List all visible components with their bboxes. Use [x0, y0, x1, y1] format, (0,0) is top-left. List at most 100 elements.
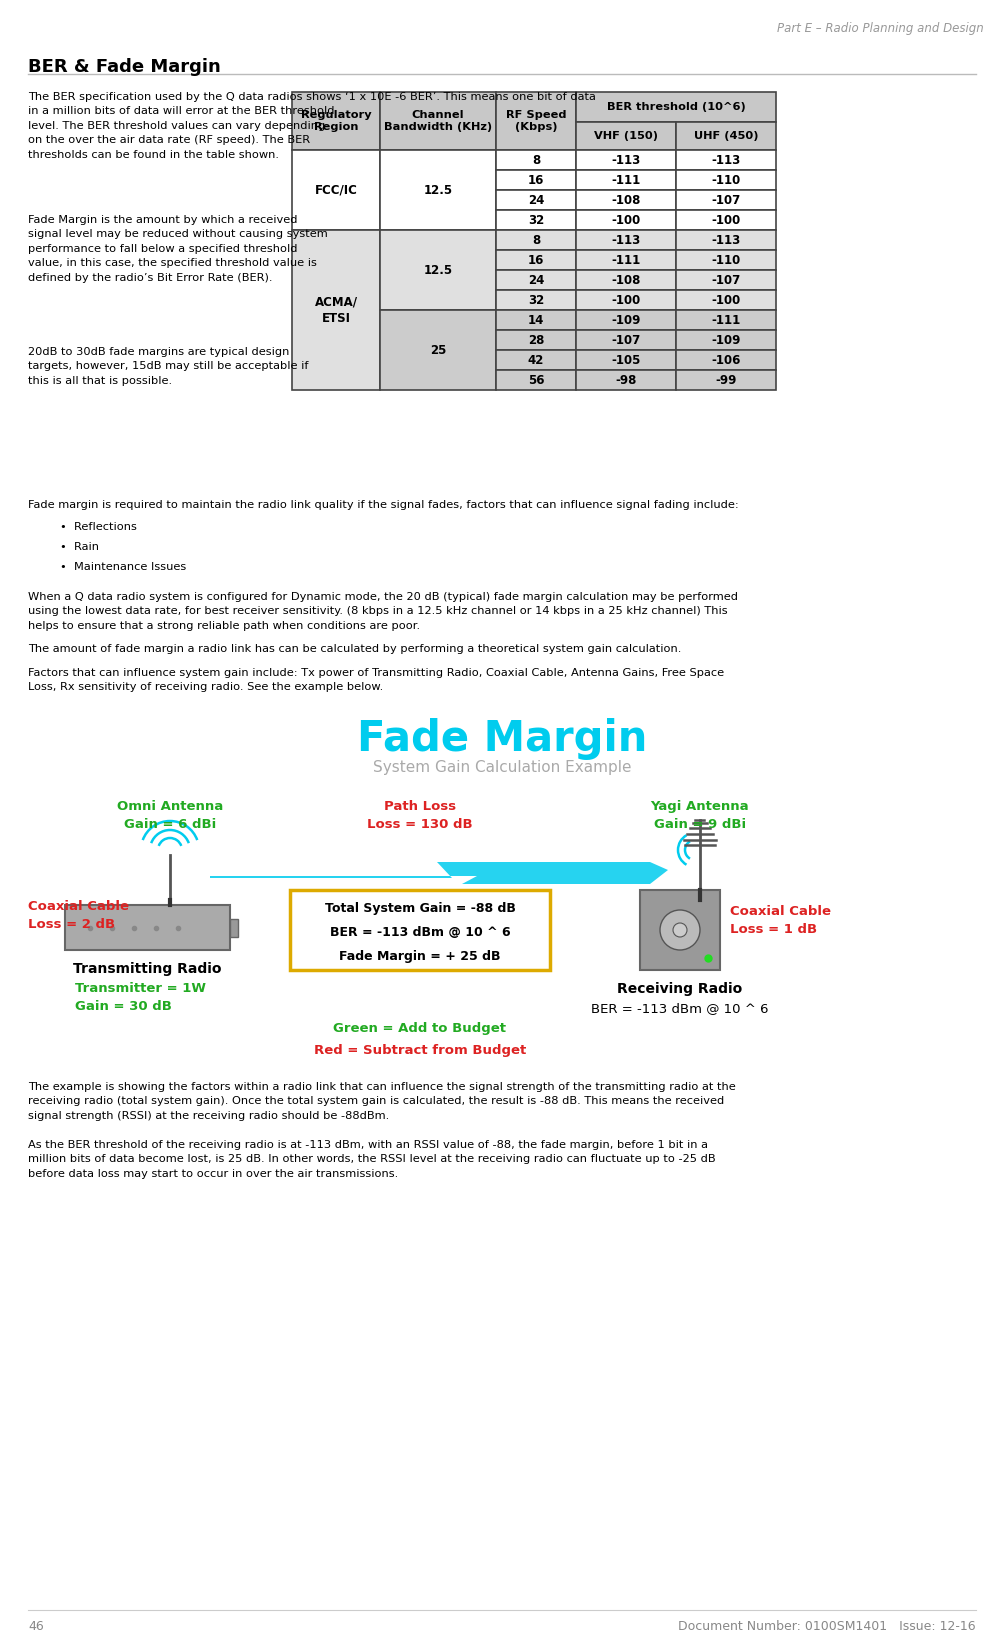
Circle shape: [659, 910, 699, 949]
Bar: [675, 170, 775, 190]
Text: Green = Add to Budget: Green = Add to Budget: [333, 1021, 506, 1035]
Text: -107: -107: [611, 334, 640, 347]
Text: Yagi Antenna: Yagi Antenna: [650, 800, 748, 814]
Text: 8: 8: [532, 154, 540, 167]
Text: Gain = 6 dBi: Gain = 6 dBi: [123, 818, 216, 832]
Text: 46: 46: [28, 1621, 44, 1634]
Bar: [576, 231, 675, 250]
Bar: [576, 350, 675, 370]
Text: 32: 32: [528, 213, 544, 226]
Bar: [292, 92, 379, 151]
Text: Part E – Radio Planning and Design: Part E – Radio Planning and Design: [776, 21, 983, 34]
Text: Fade Margin: Fade Margin: [356, 719, 647, 760]
Text: Transmitting Radio: Transmitting Radio: [73, 963, 222, 976]
Text: -107: -107: [711, 273, 740, 286]
Text: System Gain Calculation Example: System Gain Calculation Example: [372, 760, 631, 774]
Bar: [576, 309, 675, 331]
Bar: [292, 151, 379, 231]
Bar: [576, 210, 675, 231]
Text: Channel
Bandwidth (KHz): Channel Bandwidth (KHz): [383, 110, 491, 133]
Text: BER = -113 dBm @ 10 ^ 6: BER = -113 dBm @ 10 ^ 6: [591, 1002, 768, 1015]
Text: Coaxial Cable: Coaxial Cable: [28, 900, 128, 913]
Bar: [675, 309, 775, 331]
Bar: [495, 151, 576, 170]
Bar: [576, 123, 675, 151]
Bar: [675, 290, 775, 309]
Bar: [495, 370, 576, 390]
Text: -111: -111: [711, 314, 740, 326]
Text: -105: -105: [611, 354, 640, 367]
Bar: [290, 891, 550, 971]
Bar: [495, 190, 576, 210]
Text: -113: -113: [711, 154, 740, 167]
Text: 12.5: 12.5: [423, 183, 452, 196]
Bar: [576, 190, 675, 210]
Bar: [379, 309, 495, 390]
Bar: [576, 170, 675, 190]
Text: -113: -113: [711, 234, 740, 247]
Text: -108: -108: [611, 193, 640, 206]
Text: -100: -100: [711, 293, 740, 306]
Bar: [675, 350, 775, 370]
Text: Red = Subtract from Budget: Red = Subtract from Budget: [314, 1044, 526, 1058]
Text: FCC/IC: FCC/IC: [314, 183, 357, 196]
Bar: [230, 918, 238, 936]
Bar: [379, 92, 495, 151]
Bar: [495, 290, 576, 309]
Text: Factors that can influence system gain include: Tx power of Transmitting Radio, : Factors that can influence system gain i…: [28, 668, 723, 692]
Text: -107: -107: [711, 193, 740, 206]
Text: 42: 42: [528, 354, 544, 367]
Bar: [675, 210, 775, 231]
Text: •  Rain: • Rain: [60, 542, 99, 552]
Bar: [495, 250, 576, 270]
Text: Omni Antenna: Omni Antenna: [116, 800, 223, 814]
Bar: [379, 151, 495, 231]
Text: Path Loss: Path Loss: [383, 800, 455, 814]
Text: 24: 24: [528, 273, 544, 286]
Text: -109: -109: [611, 314, 640, 326]
Text: VHF (150): VHF (150): [594, 131, 657, 141]
Text: 32: 32: [528, 293, 544, 306]
Bar: [65, 905, 230, 949]
Text: -111: -111: [611, 174, 640, 187]
Bar: [495, 309, 576, 331]
Text: 8: 8: [532, 234, 540, 247]
Bar: [495, 231, 576, 250]
Text: Document Number: 0100SM1401   Issue: 12-16: Document Number: 0100SM1401 Issue: 12-16: [678, 1621, 975, 1634]
Text: RF Speed
(Kbps): RF Speed (Kbps): [506, 110, 566, 133]
Text: 24: 24: [528, 193, 544, 206]
Bar: [495, 331, 576, 350]
Text: Loss = 2 dB: Loss = 2 dB: [28, 918, 115, 931]
Text: Fade margin is required to maintain the radio link quality if the signal fades, : Fade margin is required to maintain the …: [28, 499, 738, 511]
Text: The example is showing the factors within a radio link that can influence the si: The example is showing the factors withi…: [28, 1082, 735, 1121]
Bar: [576, 331, 675, 350]
Bar: [576, 250, 675, 270]
Text: Fade Margin is the amount by which a received
signal level may be reduced withou: Fade Margin is the amount by which a rec…: [28, 214, 327, 283]
Text: Total System Gain = -88 dB: Total System Gain = -88 dB: [324, 902, 515, 915]
Bar: [675, 231, 775, 250]
Text: BER = -113 dBm @ 10 ^ 6: BER = -113 dBm @ 10 ^ 6: [329, 927, 510, 940]
Text: Gain = 30 dB: Gain = 30 dB: [75, 1000, 172, 1013]
Bar: [292, 231, 379, 390]
Bar: [576, 290, 675, 309]
Text: -100: -100: [711, 213, 740, 226]
Text: The amount of fade margin a radio link has can be calculated by performing a the: The amount of fade margin a radio link h…: [28, 643, 681, 655]
Bar: [675, 151, 775, 170]
Text: BER threshold (10^6): BER threshold (10^6): [606, 101, 744, 111]
Text: Receiving Radio: Receiving Radio: [617, 982, 742, 995]
Bar: [675, 123, 775, 151]
Text: When a Q data radio system is configured for Dynamic mode, the 20 dB (typical) f: When a Q data radio system is configured…: [28, 593, 737, 630]
Bar: [495, 350, 576, 370]
Bar: [639, 891, 719, 971]
Bar: [675, 250, 775, 270]
Bar: [576, 270, 675, 290]
Text: The BER specification used by the Q data radios shows ‘1 x 10E -6 BER’. This mea: The BER specification used by the Q data…: [28, 92, 596, 159]
Text: 14: 14: [528, 314, 544, 326]
Text: -108: -108: [611, 273, 640, 286]
Text: 20dB to 30dB fade margins are typical design
targets, however, 15dB may still be: 20dB to 30dB fade margins are typical de…: [28, 347, 308, 386]
Bar: [495, 92, 576, 151]
Bar: [675, 370, 775, 390]
Text: 16: 16: [528, 254, 544, 267]
Text: BER & Fade Margin: BER & Fade Margin: [28, 57, 221, 75]
Text: -113: -113: [611, 234, 640, 247]
